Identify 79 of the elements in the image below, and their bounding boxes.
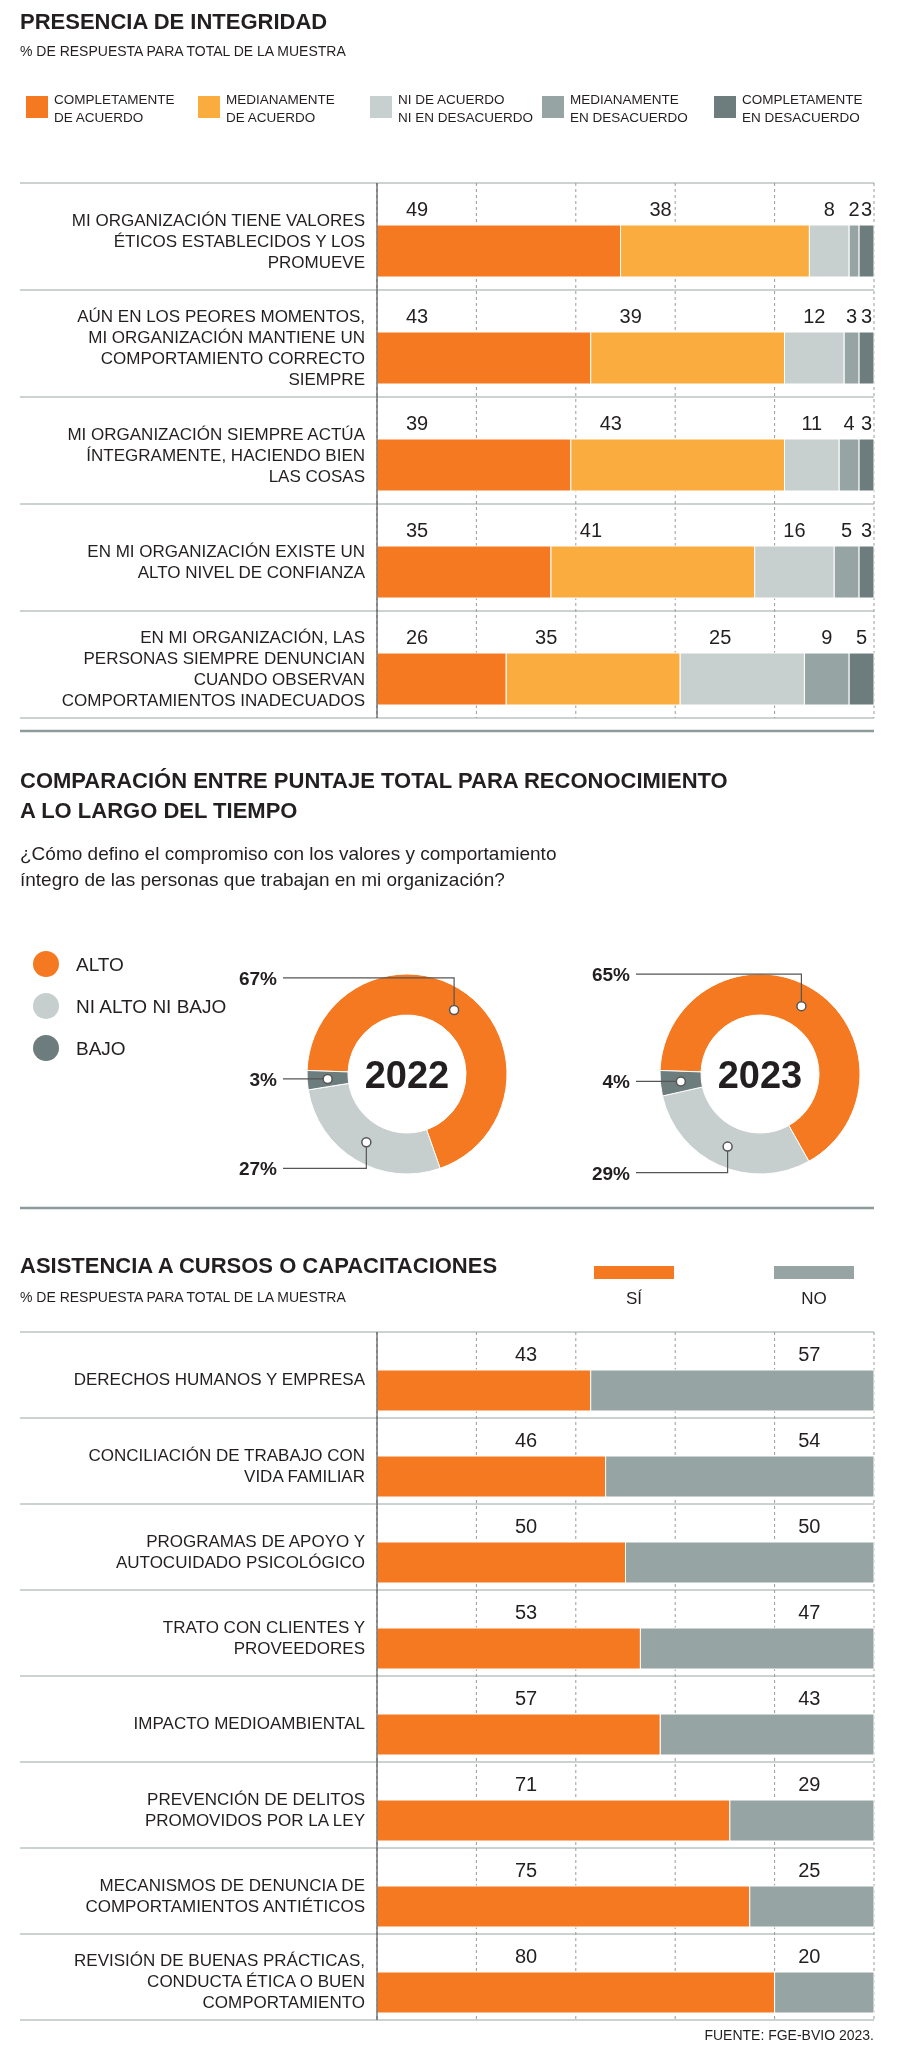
- data-label: 5: [841, 519, 853, 541]
- data-label: 4%: [602, 1071, 631, 1093]
- data-label: 49: [405, 198, 429, 220]
- data-label: 35: [535, 626, 558, 648]
- text: 2023: [717, 1054, 803, 1096]
- data-label: 3: [860, 519, 873, 541]
- chart-title: COMPARACIÓN ENTRE PUNTAJE TOTAL PARA RECONOCIMIENTO A LO LARGO DEL TIEMPO: [20, 768, 728, 823]
- data-label: 3%: [249, 1068, 278, 1090]
- data-label: 67%: [238, 967, 278, 989]
- data-label: 3: [860, 305, 873, 327]
- y-tick-label: MI ORGANIZACIÓN TIENE VALORES ÉTICOS ESTABLECIDOS Y LOS PROMUEVE: [71, 210, 365, 272]
- data-label: 2: [848, 198, 860, 220]
- chart-title: ASISTENCIA A CURSOS O CAPACITACIONES: [20, 1253, 498, 1278]
- legend-label: SÍ: [625, 1289, 643, 1308]
- legend-label: NO: [801, 1289, 827, 1308]
- y-tick-label: TRATO CON CLIENTES Y PROVEEDORES: [162, 1617, 365, 1658]
- data-label: 53: [514, 1601, 538, 1623]
- y-tick-label: CONCILIACIÓN DE TRABAJO CON VIDA FAMILIAR: [88, 1445, 365, 1486]
- data-label: 43: [405, 305, 429, 327]
- text: PRESENCIA DE INTEGRIDAD: [20, 9, 328, 34]
- data-label: 35: [405, 519, 429, 541]
- y-tick-label: AÚN EN LOS PEORES MOMENTOS, MI ORGANIZACIÓN MANTIENE UN COMPORTAMIENTO CORRECTO SIEMPRE: [77, 307, 365, 389]
- legend-label: COMPLETAMENTE EN DESACUERDO: [742, 92, 863, 125]
- legend-label: ALTO: [76, 954, 124, 975]
- data-label: 16: [783, 519, 806, 541]
- data-label: 20: [798, 1945, 821, 1967]
- legend-label: MEDIANAMENTE DE ACUERDO: [226, 92, 335, 125]
- data-label: 39: [619, 305, 642, 327]
- data-label: 12: [803, 305, 826, 327]
- source-note: FUENTE: FGE-BVIO 2023.: [704, 2027, 874, 2043]
- data-label: 25: [798, 1859, 821, 1881]
- legend-label: NI DE ACUERDO NI EN DESACUERDO: [398, 92, 534, 125]
- y-tick-label: REVISIÓN DE BUENAS PRÁCTICAS, CONDUCTA ÉTICA O BUEN COMPORTAMIENTO: [74, 1951, 365, 2012]
- text: % DE RESPUESTA PARA TOTAL DE LA MUESTRA: [20, 43, 347, 59]
- data-label: 3: [860, 198, 873, 220]
- text: % DE RESPUESTA PARA TOTAL DE LA MUESTRA: [20, 1289, 347, 1305]
- y-tick-label: MI ORGANIZACIÓN SIEMPRE ACTÚA ÍNTEGRAMENTE, HACIENDO BIEN LAS COSAS: [67, 424, 366, 486]
- data-label: 27%: [238, 1158, 278, 1180]
- data-label: 29%: [591, 1162, 631, 1184]
- data-label: 39: [405, 412, 429, 434]
- data-label: 43: [599, 412, 622, 434]
- data-label: 50: [798, 1515, 821, 1537]
- data-label: 57: [514, 1687, 538, 1709]
- data-label: 38: [649, 198, 672, 220]
- data-label: 25: [709, 626, 732, 648]
- y-tick-label: MECANISMOS DE DENUNCIA DE COMPORTAMIENTOS ANTIÉTICOS: [85, 1875, 365, 1916]
- data-label: 80: [514, 1945, 538, 1967]
- data-label: 3: [846, 305, 858, 327]
- data-label: 43: [514, 1343, 538, 1365]
- data-label: 4: [843, 412, 855, 434]
- data-label: 65%: [591, 964, 631, 986]
- legend-label: COMPLETAMENTE DE ACUERDO: [54, 92, 175, 125]
- data-label: 11: [801, 412, 823, 434]
- data-label: 43: [798, 1687, 821, 1709]
- data-label: 26: [405, 626, 429, 648]
- data-label: 54: [798, 1429, 821, 1451]
- y-tick-label: EN MI ORGANIZACIÓN, LAS PERSONAS SIEMPRE DENUNCIAN CUANDO OBSERVAN COMPORTAMIENTOS INADECUADOS: [61, 628, 365, 710]
- data-label: 8: [823, 198, 835, 220]
- data-label: 50: [514, 1515, 538, 1537]
- data-label: 71: [514, 1773, 538, 1795]
- legend-label: NI ALTO NI BAJO: [76, 996, 227, 1017]
- data-label: 3: [860, 412, 873, 434]
- data-label: 5: [856, 626, 868, 648]
- data-label: 75: [514, 1859, 538, 1881]
- data-label: 9: [821, 626, 833, 648]
- legend-label: BAJO: [76, 1038, 126, 1059]
- data-label: 57: [798, 1343, 821, 1365]
- legend-label: MEDIANAMENTE EN DESACUERDO: [570, 92, 688, 125]
- data-label: 47: [798, 1601, 821, 1623]
- data-label: 29: [798, 1773, 821, 1795]
- chart-subtitle: ¿Cómo defino el compromiso con los valores y comportamiento íntegro de las personas que trabajan en mi organización?: [20, 843, 557, 890]
- y-tick-label: IMPACTO MEDIOAMBIENTAL: [133, 1714, 365, 1733]
- y-tick-label: PROGRAMAS DE APOYO Y AUTOCUIDADO PSICOLÓGICO: [115, 1531, 365, 1572]
- text: 2022: [364, 1054, 450, 1096]
- data-label: 46: [514, 1429, 538, 1451]
- data-label: 41: [579, 519, 603, 541]
- y-tick-label: EN MI ORGANIZACIÓN EXISTE UN ALTO NIVEL DE CONFIANZA: [87, 542, 366, 582]
- y-tick-label: DERECHOS HUMANOS Y EMPRESA: [73, 1370, 366, 1389]
- y-tick-label: PREVENCIÓN DE DELITOS PROMOVIDOS POR LA LEY: [144, 1789, 365, 1830]
